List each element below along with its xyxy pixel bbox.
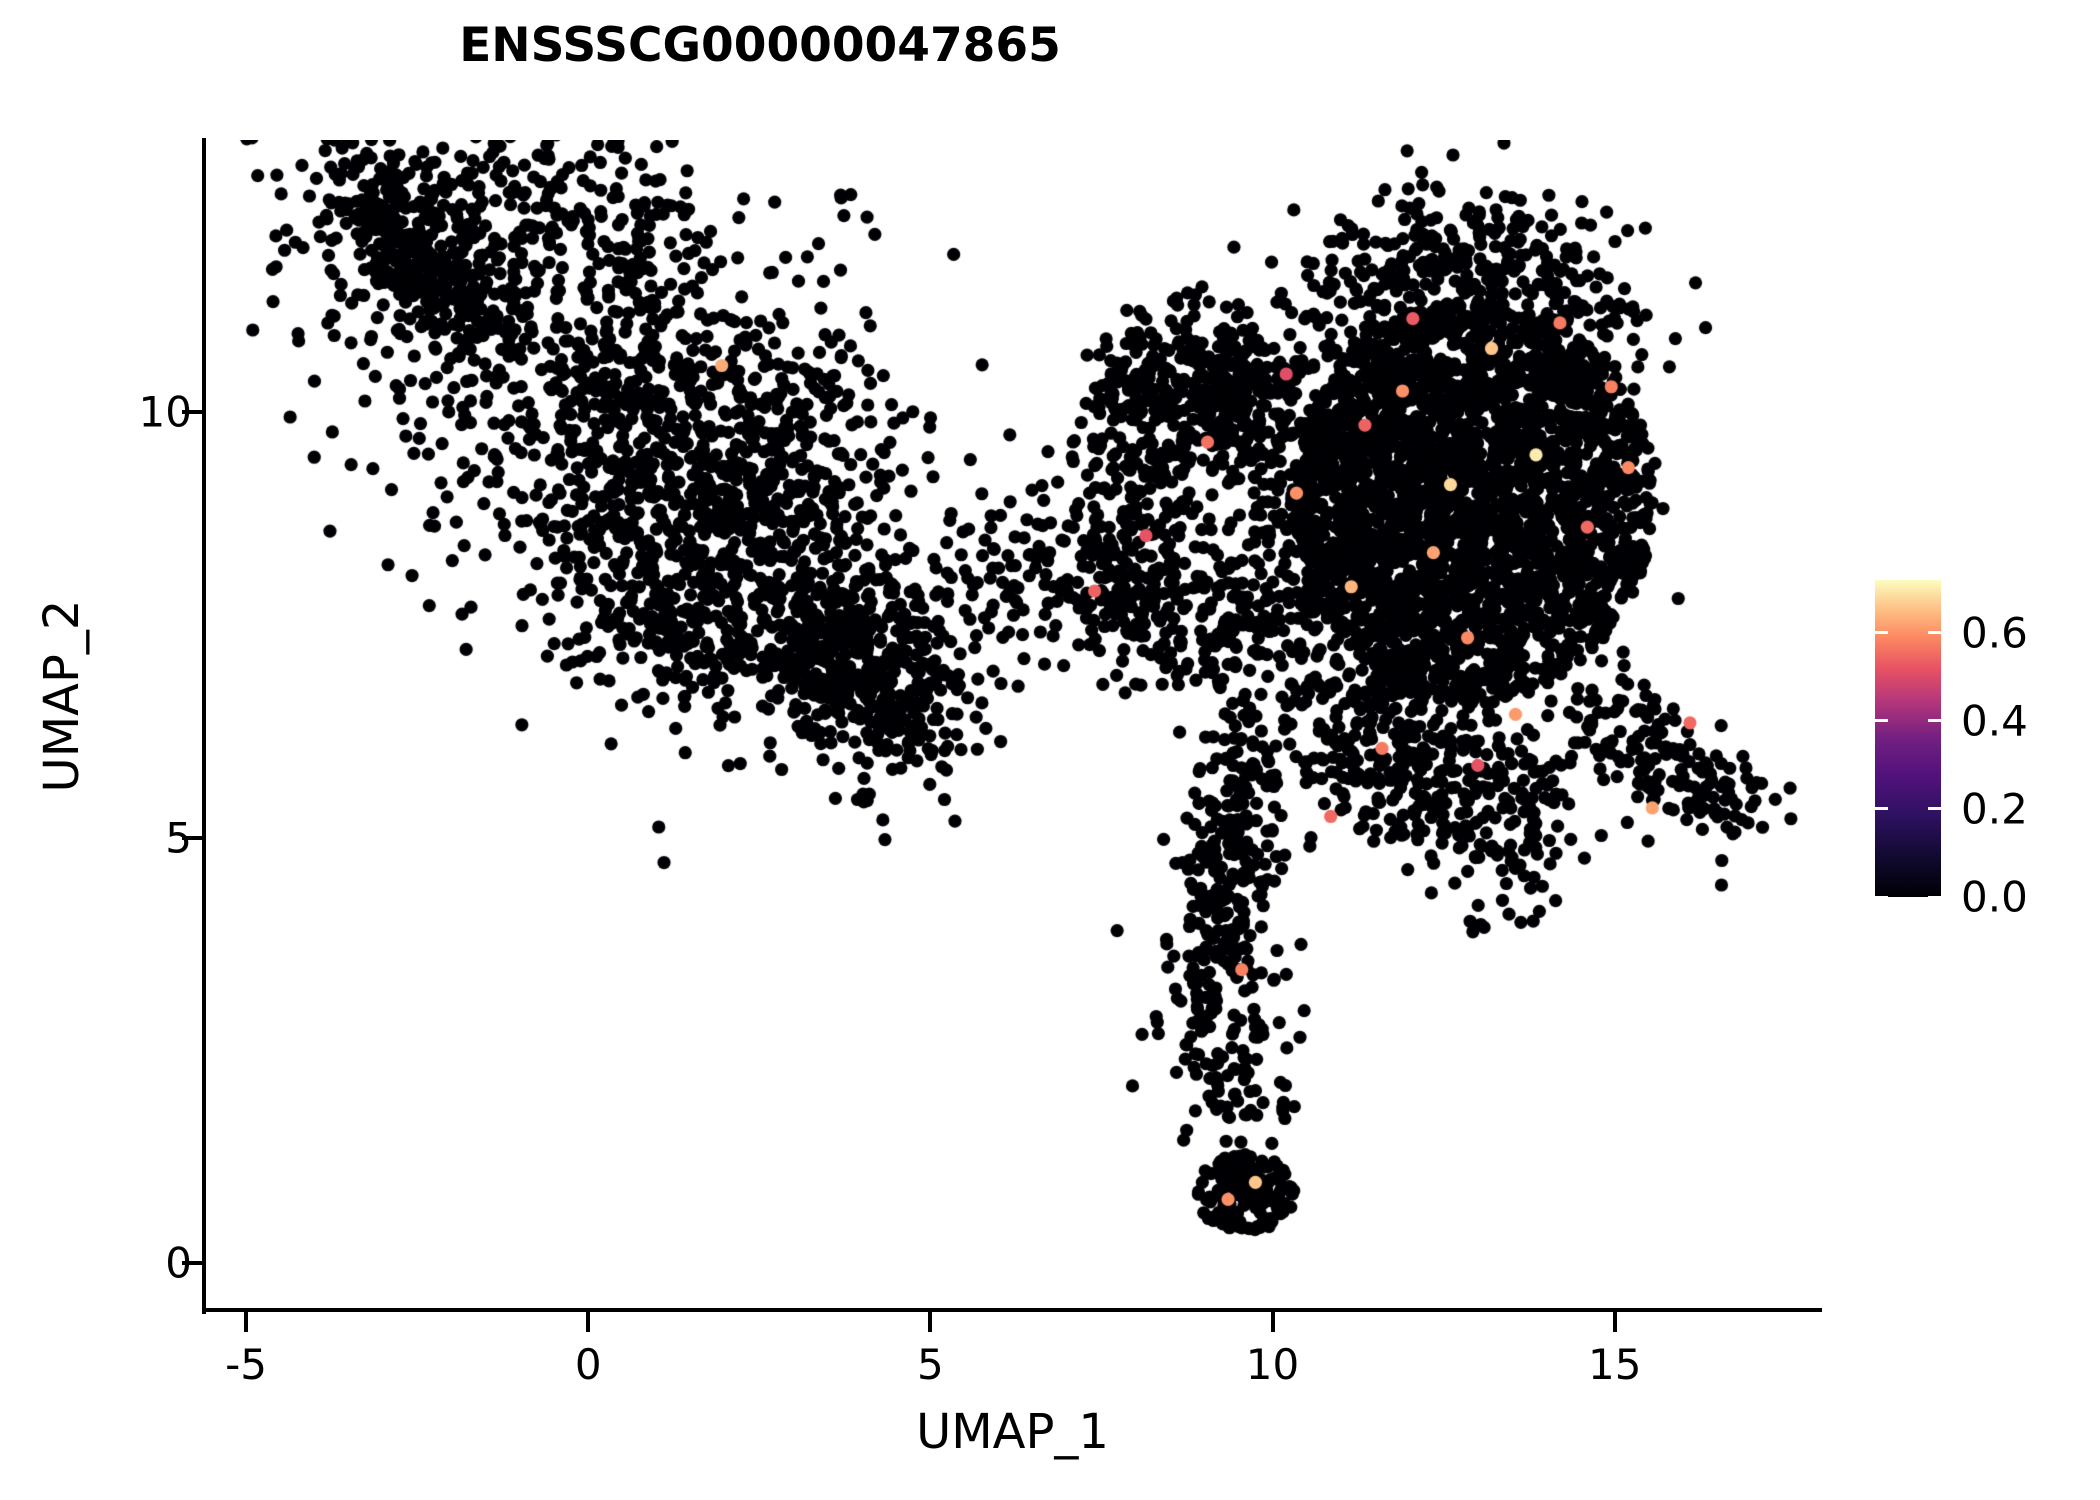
colorbar-tick-label: 0.0 (1961, 872, 2028, 922)
x-tick-mark (586, 1312, 591, 1332)
x-axis-label: UMAP_1 (916, 1404, 1109, 1460)
y-tick-label: 0 (165, 1238, 192, 1288)
scatter-plot-canvas (205, 140, 1820, 1310)
colorbar-tick-mark (1928, 631, 1941, 635)
colorbar-tick-mark (1875, 807, 1888, 811)
colorbar-tick-mark (1875, 895, 1888, 899)
y-tick-mark (182, 410, 203, 415)
page-title: ENSSSCG00000047865 (459, 18, 1061, 73)
colorbar: 0.6 0.4 0.2 0.0 (1875, 580, 2095, 922)
colorbar-tick-mark (1928, 719, 1941, 723)
y-axis-spine (202, 138, 206, 1314)
y-tick-label: 10 (138, 387, 192, 437)
plot-axes-area (205, 140, 1820, 1310)
x-tick-label: -5 (225, 1340, 267, 1389)
x-axis-spine (202, 1308, 1822, 1312)
x-tick-label: 0 (574, 1340, 602, 1389)
y-tick-mark (182, 1261, 203, 1266)
x-tick-label: 15 (1587, 1340, 1642, 1389)
x-tick-mark (244, 1312, 249, 1332)
colorbar-tick-label: 0.2 (1961, 784, 2028, 834)
colorbar-tick-label: 0.4 (1961, 696, 2028, 746)
colorbar-gradient (1875, 580, 1941, 897)
colorbar-tick-mark (1928, 807, 1941, 811)
x-tick-mark (928, 1312, 933, 1332)
colorbar-tick-mark (1928, 895, 1941, 899)
y-tick-mark (182, 835, 203, 840)
x-tick-label: 5 (917, 1340, 944, 1389)
x-tick-mark (1612, 1312, 1617, 1332)
colorbar-tick-mark (1875, 631, 1888, 635)
colorbar-tick-mark (1875, 719, 1888, 723)
y-tick-label: 5 (165, 813, 192, 863)
y-axis-label: UMAP_2 (34, 599, 90, 793)
colorbar-tick-label: 0.6 (1961, 608, 2028, 658)
x-tick-mark (1270, 1312, 1275, 1332)
x-tick-label: 10 (1245, 1340, 1300, 1389)
